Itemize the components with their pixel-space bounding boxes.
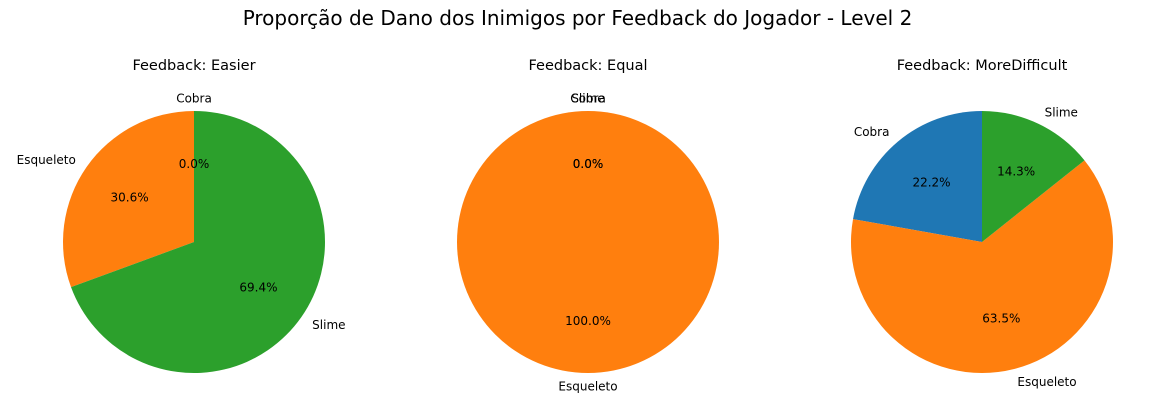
slice-label: Cobra	[854, 125, 890, 139]
pie-slice-cobra	[853, 111, 982, 242]
pie-title: Feedback: MoreDifficult	[897, 58, 1068, 74]
pie-title: Feedback: Easier	[132, 58, 255, 74]
slice-label: Esqueleto	[17, 153, 76, 167]
pie-chart-0: Feedback: Easier Cobra Esqueleto Slime 0.0% 3…	[17, 58, 346, 373]
slice-percent-label: 0.0%	[573, 157, 604, 171]
figure-title: Proporção de Dano dos Inimigos por Feedb…	[242, 6, 913, 30]
slice-label: Slime	[312, 318, 345, 332]
slice-percent-label: 69.4%	[239, 280, 277, 294]
slice-percent-label: 0.0%	[573, 157, 604, 171]
pie-title: Feedback: Equal	[528, 58, 647, 74]
pie-slice-esqueleto	[457, 111, 719, 373]
slice-label: Cobra	[176, 91, 212, 105]
slice-percent-label: 30.6%	[110, 191, 148, 205]
slice-percent-label: 63.5%	[982, 312, 1020, 326]
slice-percent-label: 0.0%	[179, 157, 210, 171]
slice-percent-label: 14.3%	[997, 165, 1035, 179]
slice-label: Slime	[571, 91, 604, 105]
pie-slice-esqueleto	[63, 111, 194, 288]
pie-slice-slime	[982, 110, 1085, 242]
slice-percent-label: 100.0%	[565, 314, 611, 328]
pie-chart-2: Feedback: MoreDifficult Cobra Esqueleto Sli…	[850, 58, 1113, 389]
slice-label: Cobra	[570, 91, 606, 105]
pie-chart-1: Feedback: Equal Cobra Esqueleto Slime 0.0% 10…	[457, 58, 719, 394]
slice-label: Esqueleto	[558, 380, 617, 394]
slice-percent-label: 22.2%	[912, 175, 950, 189]
slice-label: Slime	[1045, 106, 1078, 120]
pie-slice-slime	[71, 111, 326, 373]
slice-label: Esqueleto	[1017, 375, 1076, 389]
pie-slice-esqueleto	[850, 160, 1113, 373]
